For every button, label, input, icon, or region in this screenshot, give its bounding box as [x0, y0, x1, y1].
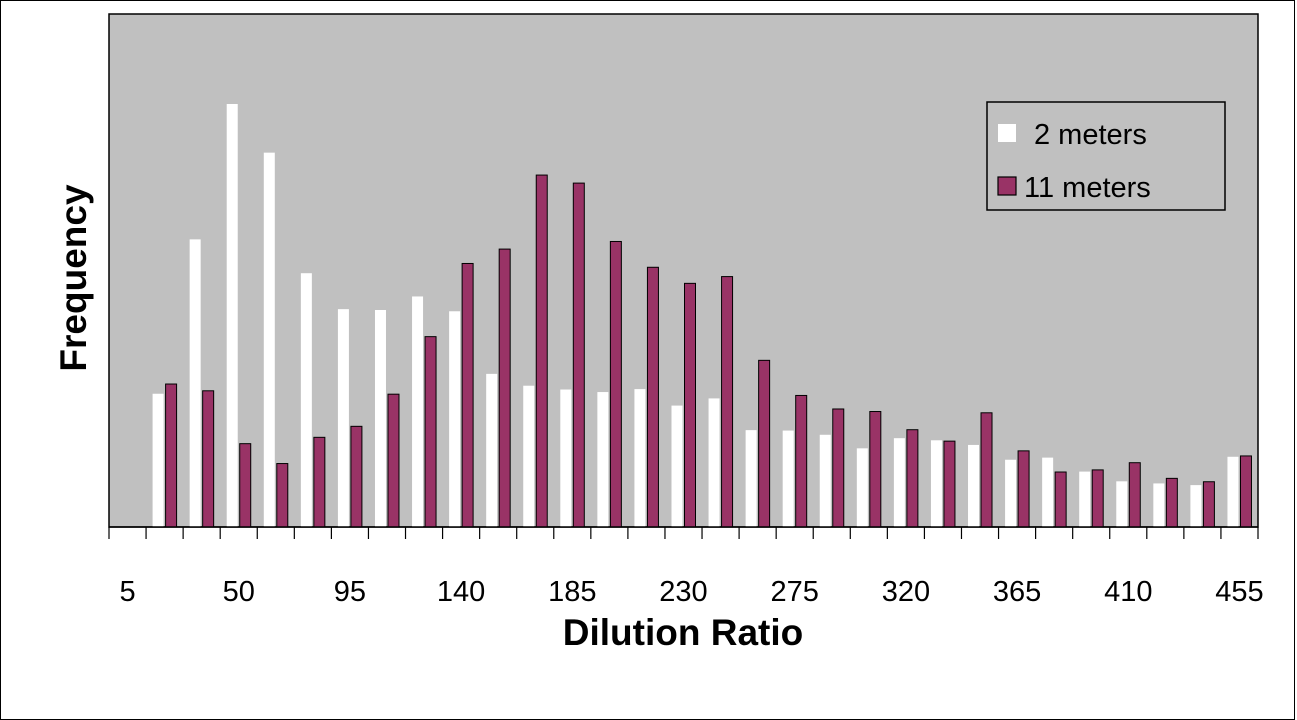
- y-axis-title: Frequency: [53, 184, 94, 372]
- bar-2m-110: [374, 310, 386, 527]
- bar-2m-305: [856, 448, 868, 527]
- bar-11m-50: [239, 443, 252, 528]
- bar-2m-455: [1227, 456, 1239, 527]
- bar-11m-455: [1239, 455, 1252, 528]
- bar-11m-410: [1128, 462, 1141, 528]
- bar-11m-365: [1017, 450, 1030, 528]
- bar-2m-275: [782, 430, 794, 527]
- bar-11m-185: [572, 182, 585, 528]
- bar-2m-200: [597, 392, 609, 527]
- bar-2m-65: [263, 152, 275, 527]
- bar-2m-230: [671, 405, 683, 527]
- bar-2m-425: [1153, 483, 1165, 527]
- bar-2m-80: [300, 273, 312, 527]
- x-tick-label-410: 410: [1104, 576, 1152, 608]
- bar-2m-20: [152, 393, 164, 527]
- x-tick-label-365: 365: [993, 576, 1041, 608]
- x-axis-tick-labels: 5 50 95 140 185 230 275 320 365 410 455: [119, 576, 1263, 608]
- bar-2m-320: [893, 438, 905, 527]
- bar-11m-230: [684, 282, 696, 528]
- bar-11m-275: [795, 394, 808, 528]
- bar-11m-80: [313, 436, 326, 528]
- bar-11m-425: [1165, 477, 1178, 528]
- legend-label-11-meters: 11 meters: [1024, 172, 1151, 204]
- bar-11m-155: [498, 248, 511, 528]
- bar-11m-245: [721, 276, 734, 528]
- legend-swatch-11-meters: [997, 176, 1017, 196]
- x-tick-label-140: 140: [437, 576, 485, 608]
- x-tick-label-5: 5: [119, 576, 135, 608]
- bar-11m-440: [1202, 481, 1215, 528]
- bar-2m-140: [449, 311, 461, 527]
- bar-11m-320: [906, 429, 919, 528]
- bar-2m-335: [930, 440, 942, 527]
- bar-11m-380: [1054, 471, 1067, 528]
- bar-2m-290: [819, 434, 831, 527]
- legend: 2 meters 11 meters: [986, 101, 1226, 211]
- bar-11m-35: [202, 390, 215, 528]
- bar-2m-125: [412, 296, 424, 527]
- bar-2m-380: [1042, 457, 1054, 527]
- bar-2m-185: [560, 389, 572, 527]
- bar-2m-245: [708, 398, 720, 527]
- bar-2m-95: [337, 309, 349, 527]
- x-axis-title: Dilution Ratio: [563, 612, 803, 653]
- bar-11m-260: [758, 359, 771, 528]
- bar-2m-170: [523, 385, 535, 527]
- plot-area: [108, 13, 1259, 528]
- x-tick-label-275: 275: [770, 576, 818, 608]
- bar-2m-50: [226, 104, 238, 527]
- bar-2m-365: [1005, 459, 1017, 527]
- bar-2m-155: [486, 373, 498, 527]
- bar-2m-260: [745, 430, 757, 527]
- bar-2m-395: [1079, 471, 1091, 527]
- bar-11m-215: [646, 266, 659, 528]
- bar-11m-350: [980, 412, 993, 528]
- x-tick-label-320: 320: [882, 576, 930, 608]
- legend-box: [986, 101, 1226, 211]
- x-tick-label-185: 185: [548, 576, 596, 608]
- x-tick-label-95: 95: [334, 576, 366, 608]
- bar-2m-350: [968, 444, 980, 527]
- bar-2m-35: [189, 239, 201, 528]
- legend-swatch-2-meters: [998, 124, 1016, 142]
- bar-11m-395: [1091, 469, 1104, 528]
- bar-2m-410: [1116, 481, 1128, 527]
- x-tick-label-455: 455: [1215, 576, 1263, 608]
- bar-11m-65: [276, 463, 289, 528]
- bar-11m-110: [387, 393, 400, 528]
- bar-2m-215: [634, 389, 646, 527]
- x-axis-ticks: [108, 527, 1259, 539]
- bar-11m-200: [609, 240, 622, 528]
- legend-label-2-meters: 2 meters: [1034, 119, 1147, 151]
- bar-11m-170: [535, 174, 548, 528]
- bar-11m-125: [424, 336, 437, 528]
- x-tick-label-50: 50: [223, 576, 255, 608]
- bar-11m-20: [165, 383, 178, 528]
- bar-11m-290: [832, 408, 845, 528]
- x-tick-label-230: 230: [659, 576, 707, 608]
- bar-11m-95: [350, 425, 363, 528]
- bar-11m-335: [943, 440, 956, 528]
- bar-11m-140: [461, 262, 474, 528]
- bar-2m-440: [1190, 485, 1202, 527]
- bar-11m-305: [869, 411, 882, 528]
